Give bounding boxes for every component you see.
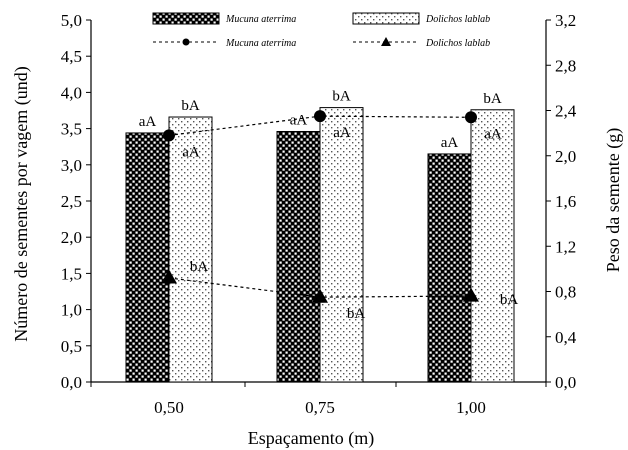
left-tick-label: 0,0 [61,373,82,392]
legend-label: Mucuna aterrima [225,14,296,25]
y-axis-title-right: Peso da semente (g) [603,128,624,272]
x-tick-label: 0,50 [154,398,184,417]
bar-label: bA [332,89,351,105]
right-tick-label: 2,8 [555,56,576,75]
left-tick-label: 2,5 [61,192,82,211]
left-tick-label: 3,0 [61,156,82,175]
legend-swatch [152,12,220,25]
legend-label: Mucuna aterrima [225,38,296,49]
bar-label: bA [181,98,200,114]
right-tick-label: 2,0 [555,147,576,166]
right-tick-label: 1,2 [555,237,576,256]
right-tick-label: 2,4 [555,102,577,121]
x-tick-label: 1,00 [456,398,486,417]
bar [427,153,472,383]
bar [276,130,321,383]
lines [161,110,479,303]
left-tick-label: 2,0 [61,228,82,247]
line-label: aA [484,126,502,142]
legend: Mucuna aterrima Dolichos lablab Mucuna ate… [152,12,490,49]
bar [125,132,170,383]
legend-marker [182,38,190,46]
y-axis-title-left: Número de sementes por vagem (und) [11,66,32,341]
x-axis-ticks: 0,50 0,75 1,00 [90,382,547,417]
bar [470,109,515,383]
x-axis-title: Espaçamento (m) [248,428,374,449]
right-tick-label: 3,2 [555,11,576,30]
left-tick-label: 0,5 [61,337,82,356]
line-label: bA [190,259,209,275]
legend-swatch [352,12,420,25]
legend-label: Dolichos lablab [425,14,490,25]
bar [319,107,364,383]
left-axis-ticks: 0,0 0,5 1,0 1,5 2,0 2,5 3,0 3,5 4,0 4,5 5,0 [61,11,91,392]
line-point [314,110,326,123]
line-point [163,129,175,142]
bars [125,107,515,383]
legend-label: Dolichos lablab [425,38,490,49]
line-point [465,111,477,124]
line-point [161,269,177,284]
line-label: aA [333,125,351,141]
legend-marker [381,37,391,46]
bar-label: aA [290,112,308,128]
right-tick-label: 0,4 [555,328,577,347]
x-tick-label: 0,75 [305,398,335,417]
line-label: bA [500,292,519,308]
line-point [463,287,479,302]
bar-label: aA [441,135,459,151]
right-tick-label: 0,8 [555,283,576,302]
right-tick-label: 0,0 [555,373,576,392]
left-tick-label: 3,5 [61,120,82,139]
left-tick-label: 4,0 [61,83,82,102]
annotations: aA aA aA bA bA bA aA aA aA bA bA bA [139,89,519,323]
line-label: aA [182,144,200,160]
right-axis-ticks: 0,0 0,4 0,8 1,2 1,6 2,0 2,4 2,8 3,2 [546,11,577,392]
line-point [312,288,328,303]
bar [168,116,213,383]
left-tick-label: 4,5 [61,47,82,66]
line-label: bA [347,306,366,322]
left-tick-label: 5,0 [61,11,82,30]
left-tick-label: 1,0 [61,301,82,320]
right-tick-label: 1,6 [555,192,576,211]
left-tick-label: 1,5 [61,264,82,283]
bar-label: aA [139,114,157,130]
bar-label: bA [483,91,502,107]
